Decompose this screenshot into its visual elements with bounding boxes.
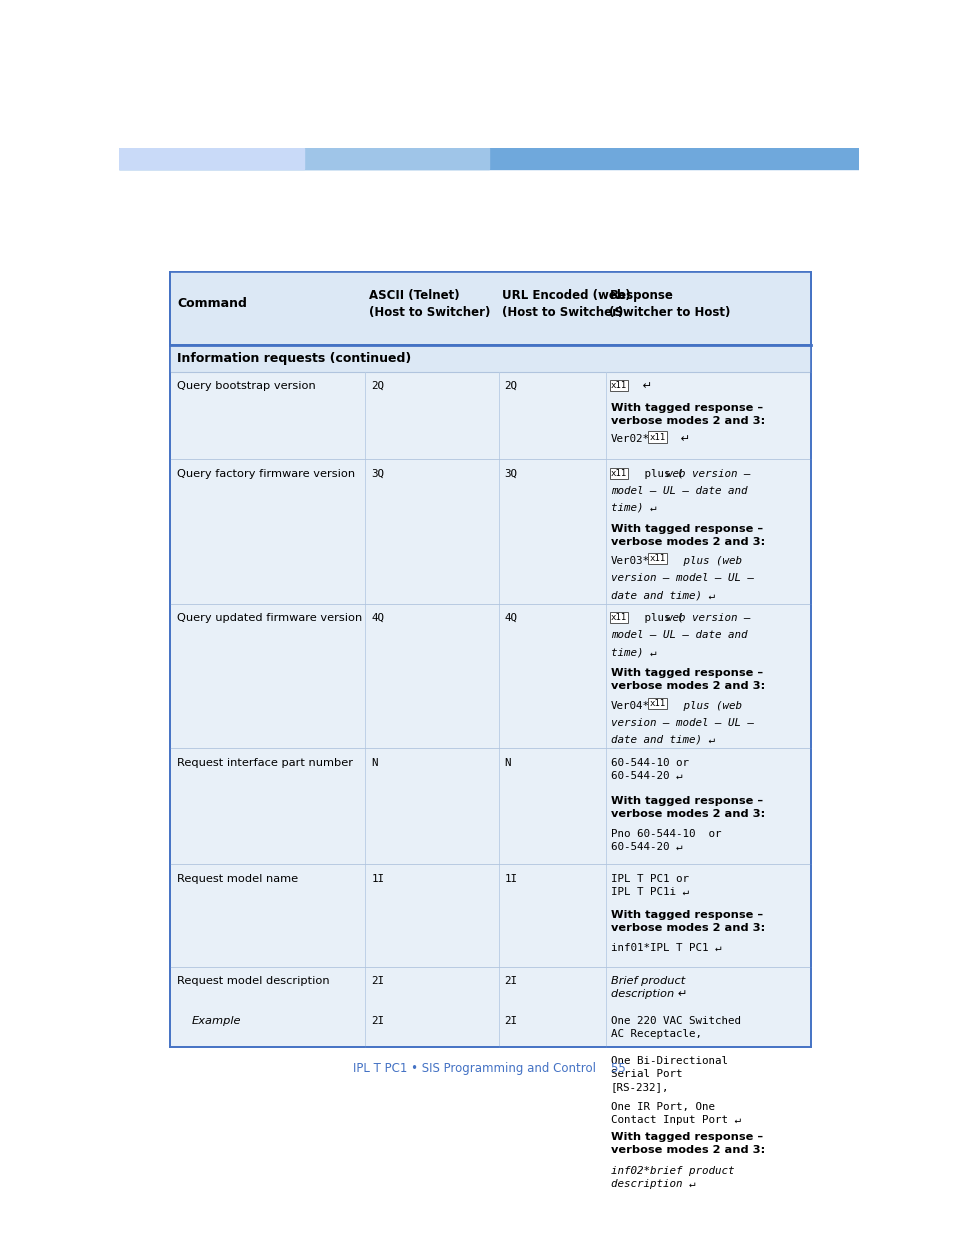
Text: Request interface part number: Request interface part number [176, 758, 353, 768]
Bar [170, 272, 810, 1047]
Text: date and time) ↵: date and time) ↵ [610, 590, 714, 600]
Text: 2I: 2I [504, 977, 517, 987]
Text: 2I: 2I [504, 1016, 517, 1026]
Bar [170, 272, 810, 345]
Text: ↵: ↵ [677, 435, 690, 445]
Text: Ver02*: Ver02* [610, 435, 649, 445]
Text: x11: x11 [649, 555, 665, 563]
Text: x11: x11 [610, 614, 626, 622]
Text: web version –: web version – [665, 468, 749, 479]
Text: 4Q: 4Q [504, 614, 517, 624]
Text: plus (: plus ( [637, 468, 682, 479]
Text: With tagged response –
verbose modes 2 and 3:: With tagged response – verbose modes 2 a… [610, 795, 764, 819]
Text: With tagged response –
verbose modes 2 and 3:: With tagged response – verbose modes 2 a… [610, 403, 764, 426]
Text: 1I: 1I [504, 874, 517, 884]
Text: model – UL – date and: model – UL – date and [610, 630, 746, 640]
Text: 1I: 1I [371, 874, 384, 884]
Text: Ver04*: Ver04* [610, 700, 649, 710]
Text: Response
(Switcher to Host): Response (Switcher to Host) [609, 289, 730, 319]
Bar [119, 148, 488, 169]
Text: time) ↵: time) ↵ [610, 647, 656, 657]
Text: Ver03*: Ver03* [610, 556, 649, 566]
Text: x11: x11 [610, 382, 626, 390]
Text: 4Q: 4Q [371, 614, 384, 624]
Text: model – UL – date and: model – UL – date and [610, 485, 746, 495]
Text: plus (: plus ( [637, 614, 682, 624]
Text: version – model – UL –: version – model – UL – [610, 573, 753, 583]
Text: 3Q: 3Q [504, 468, 517, 479]
Text: With tagged response –
verbose modes 2 and 3:: With tagged response – verbose modes 2 a… [610, 668, 764, 692]
Text: ↵: ↵ [639, 382, 652, 391]
Text: ASCII (Telnet)
(Host to Switcher): ASCII (Telnet) (Host to Switcher) [369, 289, 490, 319]
Text: x11: x11 [610, 468, 626, 478]
Text: One Bi-Directional
Serial Port
[RS-232],: One Bi-Directional Serial Port [RS-232], [610, 1056, 727, 1092]
Text: plus (web: plus (web [677, 556, 741, 566]
Text: Request model description: Request model description [176, 977, 329, 987]
Text: date and time) ↵: date and time) ↵ [610, 735, 714, 745]
Text: IPL T PC1 • SIS Programming and Control    55: IPL T PC1 • SIS Programming and Control … [353, 1062, 624, 1076]
Text: Query factory firmware version: Query factory firmware version [176, 468, 355, 479]
Text: N: N [371, 758, 377, 768]
Text: Query bootstrap version: Query bootstrap version [176, 382, 315, 391]
Text: 60-544-10 or
60-544-20 ↵: 60-544-10 or 60-544-20 ↵ [610, 758, 688, 781]
Text: N: N [504, 758, 511, 768]
Text: Command: Command [176, 298, 247, 310]
Text: plus (web: plus (web [677, 700, 741, 710]
Text: With tagged response –
verbose modes 2 and 3:: With tagged response – verbose modes 2 a… [610, 524, 764, 547]
Text: 2I: 2I [371, 977, 384, 987]
Text: With tagged response –
verbose modes 2 and 3:: With tagged response – verbose modes 2 a… [610, 910, 764, 932]
Text: web version –: web version – [665, 614, 749, 624]
Text: URL Encoded (web)
(Host to Switcher): URL Encoded (web) (Host to Switcher) [501, 289, 630, 319]
Text: IPL T PC1 or
IPL T PC1i ↵: IPL T PC1 or IPL T PC1i ↵ [610, 874, 688, 897]
Text: x11: x11 [649, 432, 665, 442]
Text: Example: Example [192, 1016, 241, 1026]
Text: time) ↵: time) ↵ [610, 503, 656, 513]
Text: One 220 VAC Switched
AC Receptacle,: One 220 VAC Switched AC Receptacle, [610, 1016, 740, 1039]
Text: Information requests (continued): Information requests (continued) [176, 352, 411, 364]
Text: x11: x11 [649, 699, 665, 708]
Text: 2I: 2I [371, 1016, 384, 1026]
Text: inf01*IPL T PC1 ↵: inf01*IPL T PC1 ↵ [610, 944, 720, 953]
Text: Pno 60-544-10  or
60-544-20 ↵: Pno 60-544-10 or 60-544-20 ↵ [610, 829, 720, 852]
Text: One IR Port, One
Contact Input Port ↵: One IR Port, One Contact Input Port ↵ [610, 1102, 740, 1125]
Text: 3Q: 3Q [371, 468, 384, 479]
Bar [119, 148, 858, 169]
Text: version – model – UL –: version – model – UL – [610, 718, 753, 727]
Text: With tagged response –
verbose modes 2 and 3:: With tagged response – verbose modes 2 a… [610, 1132, 764, 1155]
Text: 2Q: 2Q [504, 382, 517, 391]
Text: 2Q: 2Q [371, 382, 384, 391]
Text: Brief product
description ↵: Brief product description ↵ [610, 977, 686, 999]
Text: Query updated firmware version: Query updated firmware version [176, 614, 362, 624]
Bar [119, 148, 304, 169]
Bar [170, 345, 810, 372]
Text: inf02*brief product
description ↵: inf02*brief product description ↵ [610, 1166, 734, 1188]
Text: Request model name: Request model name [176, 874, 297, 884]
